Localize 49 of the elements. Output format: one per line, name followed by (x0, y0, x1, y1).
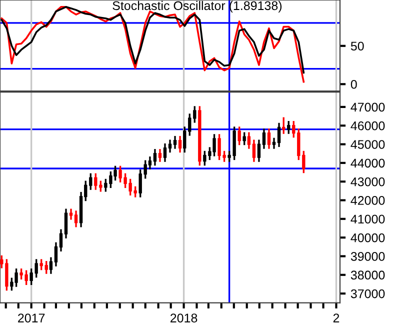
y-tick-label: 40000 (350, 233, 385, 242)
y-tick-label: 41000 (350, 214, 385, 224)
candlestick (183, 126, 186, 153)
candlestick (238, 126, 241, 146)
candlestick (267, 128, 271, 149)
y-tick-label: 39000 (350, 252, 385, 261)
x-tick-label: 2 (333, 314, 340, 322)
candlestick (262, 128, 266, 149)
candlestick (193, 106, 196, 123)
y-tick-label: 47000 (350, 102, 385, 112)
candlestick (173, 136, 177, 149)
candlestick (74, 210, 78, 228)
candlestick (242, 132, 246, 146)
candlestick (282, 117, 286, 134)
candlestick (178, 136, 182, 153)
candlestick (292, 121, 296, 138)
candlestick (64, 208, 68, 238)
y-tick-label: 0 (350, 80, 357, 89)
candlestick (168, 140, 172, 153)
y-tick-label: 43000 (350, 177, 385, 186)
candlestick (252, 140, 256, 162)
candlestick (163, 143, 167, 162)
y-tick-label: 45000 (350, 140, 385, 149)
candlestick (69, 208, 73, 220)
candlestick (89, 173, 92, 190)
candlestick (138, 170, 142, 198)
y-tick-label: 38000 (350, 270, 385, 280)
candlestick (257, 140, 261, 162)
candlestick (247, 132, 251, 149)
candlestick (44, 260, 48, 274)
candlestick (49, 257, 53, 274)
candlestick (277, 122, 281, 147)
candlestick (158, 149, 162, 162)
candlestick (54, 242, 58, 266)
candlestick (59, 229, 63, 252)
y-tick-label: 42000 (350, 196, 385, 205)
y-tick-label: 37000 (350, 289, 385, 298)
y-tick-label: 46000 (350, 121, 385, 130)
x-tick-label: 2017 (18, 314, 45, 322)
y-tick-label: 44000 (350, 158, 385, 168)
x-tick-label: 2018 (170, 314, 198, 322)
y-tick-label: 50 (350, 42, 364, 51)
candlestick (188, 114, 192, 136)
candlestick (153, 149, 157, 166)
candlestick (297, 128, 300, 160)
candlestick (272, 138, 276, 149)
candlestick (287, 121, 290, 134)
candlestick (302, 150, 306, 174)
candlestick (40, 259, 43, 270)
